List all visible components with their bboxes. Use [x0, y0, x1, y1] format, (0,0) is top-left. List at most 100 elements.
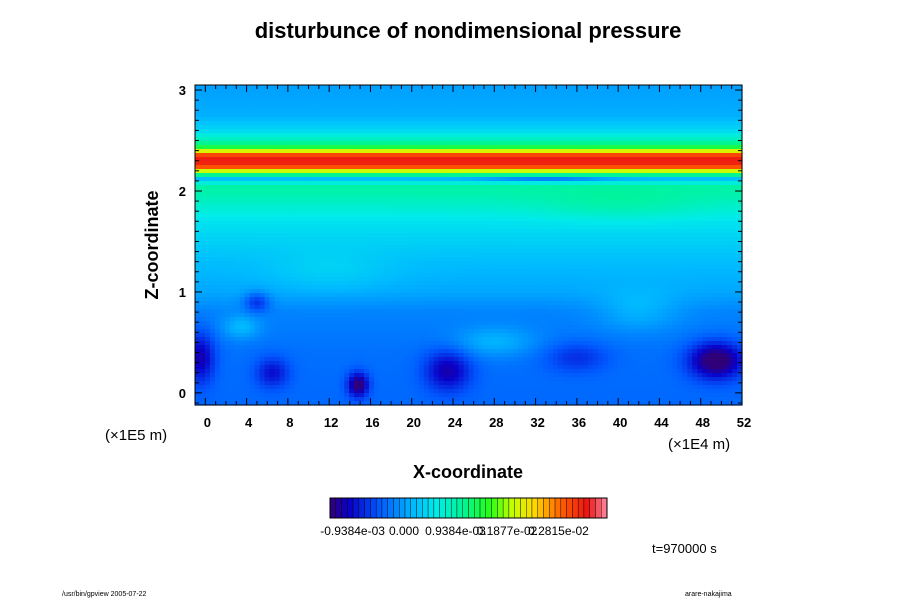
heatmap-cell	[503, 257, 509, 262]
heatmap-cell	[572, 165, 579, 170]
heatmap-cell	[518, 261, 524, 266]
heatmap-cell	[398, 93, 405, 98]
heatmap-cell	[493, 169, 499, 174]
heatmap-cell	[324, 153, 330, 158]
heatmap-cell	[702, 189, 708, 194]
heatmap-cell	[712, 161, 718, 166]
heatmap-cell	[548, 97, 554, 102]
heatmap-cell	[632, 197, 639, 202]
heatmap-cell	[562, 193, 569, 198]
heatmap-cell	[558, 113, 564, 118]
heatmap-cell	[369, 137, 375, 142]
heatmap-cell	[672, 149, 678, 154]
heatmap-cell	[364, 149, 370, 154]
heatmap-cell	[483, 177, 489, 182]
heatmap-cell	[513, 189, 519, 194]
heatmap-cell	[274, 173, 281, 178]
heatmap-cell	[717, 197, 723, 202]
heatmap-cell	[334, 109, 340, 114]
heatmap-cell	[289, 217, 296, 222]
heatmap-cell	[269, 205, 276, 210]
heatmap-cell	[582, 197, 589, 202]
heatmap-cell	[209, 157, 216, 162]
heatmap-cell	[433, 109, 440, 114]
heatmap-cell	[468, 181, 475, 186]
heatmap-cell	[647, 97, 654, 102]
heatmap-cell	[448, 237, 455, 242]
heatmap-cell	[632, 109, 639, 114]
heatmap-cell	[622, 133, 629, 138]
heatmap-cell	[324, 237, 330, 242]
heatmap-cell	[602, 133, 609, 138]
heatmap-cell	[558, 185, 564, 190]
heatmap-cell	[582, 209, 589, 214]
heatmap-cell	[259, 229, 266, 234]
heatmap-cell	[592, 197, 599, 202]
heatmap-cell	[617, 213, 624, 218]
heatmap-cell	[682, 149, 688, 154]
heatmap-cell	[702, 217, 708, 222]
heatmap-cell	[364, 173, 370, 178]
heatmap-cell	[642, 189, 649, 194]
heatmap-cell	[637, 229, 644, 234]
heatmap-cell	[562, 253, 569, 258]
heatmap-cell	[518, 85, 524, 90]
heatmap-cell	[259, 109, 266, 114]
heatmap-cell	[428, 225, 435, 230]
heatmap-cell	[548, 229, 554, 234]
heatmap-cell	[453, 113, 460, 118]
heatmap-cell	[339, 193, 345, 198]
heatmap-cell	[567, 201, 574, 206]
heatmap-cell	[732, 257, 738, 262]
heatmap-cell	[687, 225, 693, 230]
heatmap-cell	[667, 133, 673, 138]
heatmap-cell	[195, 109, 201, 114]
heatmap-cell	[423, 177, 430, 182]
heatmap-cell	[224, 97, 231, 102]
heatmap-cell	[562, 129, 569, 134]
heatmap-cell	[493, 153, 499, 158]
heatmap-cell	[533, 161, 539, 166]
heatmap-cell	[597, 105, 604, 110]
heatmap-cell	[279, 189, 286, 194]
heatmap-cell	[617, 89, 624, 94]
heatmap-cell	[662, 213, 669, 218]
heatmap-cell	[369, 97, 375, 102]
heatmap-cell	[612, 169, 619, 174]
heatmap-cell	[209, 101, 216, 106]
heatmap-cell	[498, 201, 504, 206]
heatmap-cell	[627, 101, 634, 106]
heatmap-cell	[483, 209, 489, 214]
heatmap-cell	[209, 173, 216, 178]
heatmap-cell	[692, 257, 698, 262]
heatmap-cell	[558, 193, 564, 198]
heatmap-cell	[329, 201, 335, 206]
heatmap-cell	[304, 97, 310, 102]
heatmap-cell	[369, 185, 375, 190]
heatmap-cell	[204, 205, 211, 210]
heatmap-cell	[642, 197, 649, 202]
heatmap-cell	[378, 233, 385, 238]
heatmap-cell	[369, 197, 375, 202]
heatmap-cell	[314, 213, 320, 218]
heatmap-cell	[274, 169, 281, 174]
heatmap-cell	[378, 201, 385, 206]
heatmap-cell	[582, 261, 589, 266]
heatmap-cell	[732, 241, 738, 246]
heatmap-cell	[314, 173, 320, 178]
heatmap-cell	[488, 101, 494, 106]
heatmap-cell	[309, 153, 315, 158]
heatmap-cell	[562, 149, 569, 154]
heatmap-cell	[324, 213, 330, 218]
heatmap-cell	[329, 193, 335, 198]
heatmap-cell	[239, 121, 246, 126]
heatmap-cell	[388, 113, 395, 118]
heatmap-cell	[692, 189, 698, 194]
heatmap-cell	[672, 141, 678, 146]
heatmap-cell	[279, 129, 286, 134]
heatmap-cell	[662, 133, 669, 138]
heatmap-cell	[319, 253, 325, 258]
heatmap-cell	[195, 153, 201, 158]
heatmap-cell	[632, 113, 639, 118]
heatmap-cell	[443, 149, 450, 154]
